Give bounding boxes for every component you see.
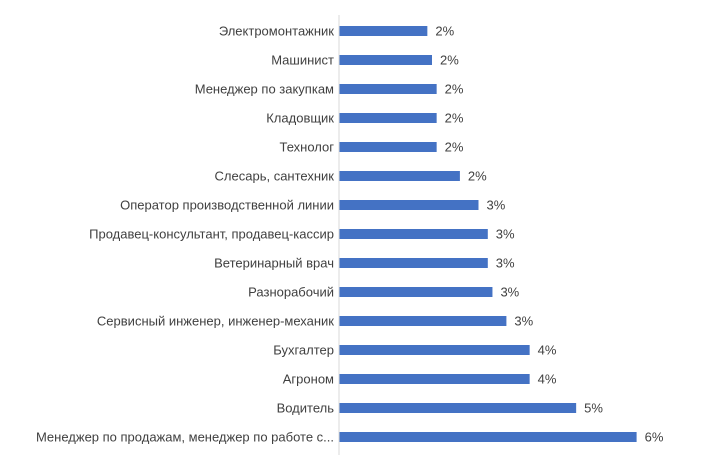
data-label: 5% [584, 401, 603, 416]
category-label: Менеджер по продажам, менеджер по работе… [36, 430, 334, 445]
category-label: Электромонтажник [219, 24, 334, 39]
data-label: 3% [496, 256, 515, 271]
data-label: 6% [645, 430, 664, 445]
bar [339, 374, 530, 384]
bar [339, 316, 507, 326]
category-label: Продавец-консультант, продавец-кассир [89, 227, 334, 242]
data-label: 3% [500, 285, 519, 300]
data-label: 3% [487, 198, 506, 213]
bar [339, 403, 577, 413]
bar [339, 55, 432, 65]
category-label: Менеджер по закупкам [195, 82, 334, 97]
category-label: Водитель [277, 401, 335, 416]
bar [339, 432, 637, 442]
category-label: Агроном [283, 372, 334, 387]
bar [339, 84, 437, 94]
data-label: 3% [514, 314, 533, 329]
category-label: Ветеринарный врач [214, 256, 334, 271]
bars-layer [339, 26, 637, 442]
bar [339, 171, 460, 181]
category-label: Кладовщик [266, 111, 334, 126]
category-label: Сервисный инженер, инженер-механик [97, 314, 334, 329]
data-label: 2% [435, 24, 454, 39]
bar [339, 26, 428, 36]
category-label: Машинист [271, 53, 334, 68]
bar [339, 287, 493, 297]
bar [339, 345, 530, 355]
bar [339, 229, 488, 239]
bar [339, 200, 479, 210]
data-label: 2% [445, 82, 464, 97]
data-label: 4% [538, 372, 557, 387]
category-label: Слесарь, сантехник [215, 169, 335, 184]
data-label: 2% [440, 53, 459, 68]
bar [339, 258, 488, 268]
labels-layer: Электромонтажник 2% Машинист 2% Менеджер по … [36, 24, 664, 445]
bar [339, 142, 437, 152]
data-label: 2% [468, 169, 487, 184]
data-label: 4% [538, 343, 557, 358]
category-label: Технолог [280, 140, 335, 155]
data-label: 2% [445, 111, 464, 126]
bar [339, 113, 437, 123]
category-label: Бухгалтер [273, 343, 334, 358]
data-label: 2% [445, 140, 464, 155]
data-label: 3% [496, 227, 515, 242]
category-label: Разнорабочий [248, 285, 334, 300]
category-label: Оператор производственной линии [120, 198, 334, 213]
